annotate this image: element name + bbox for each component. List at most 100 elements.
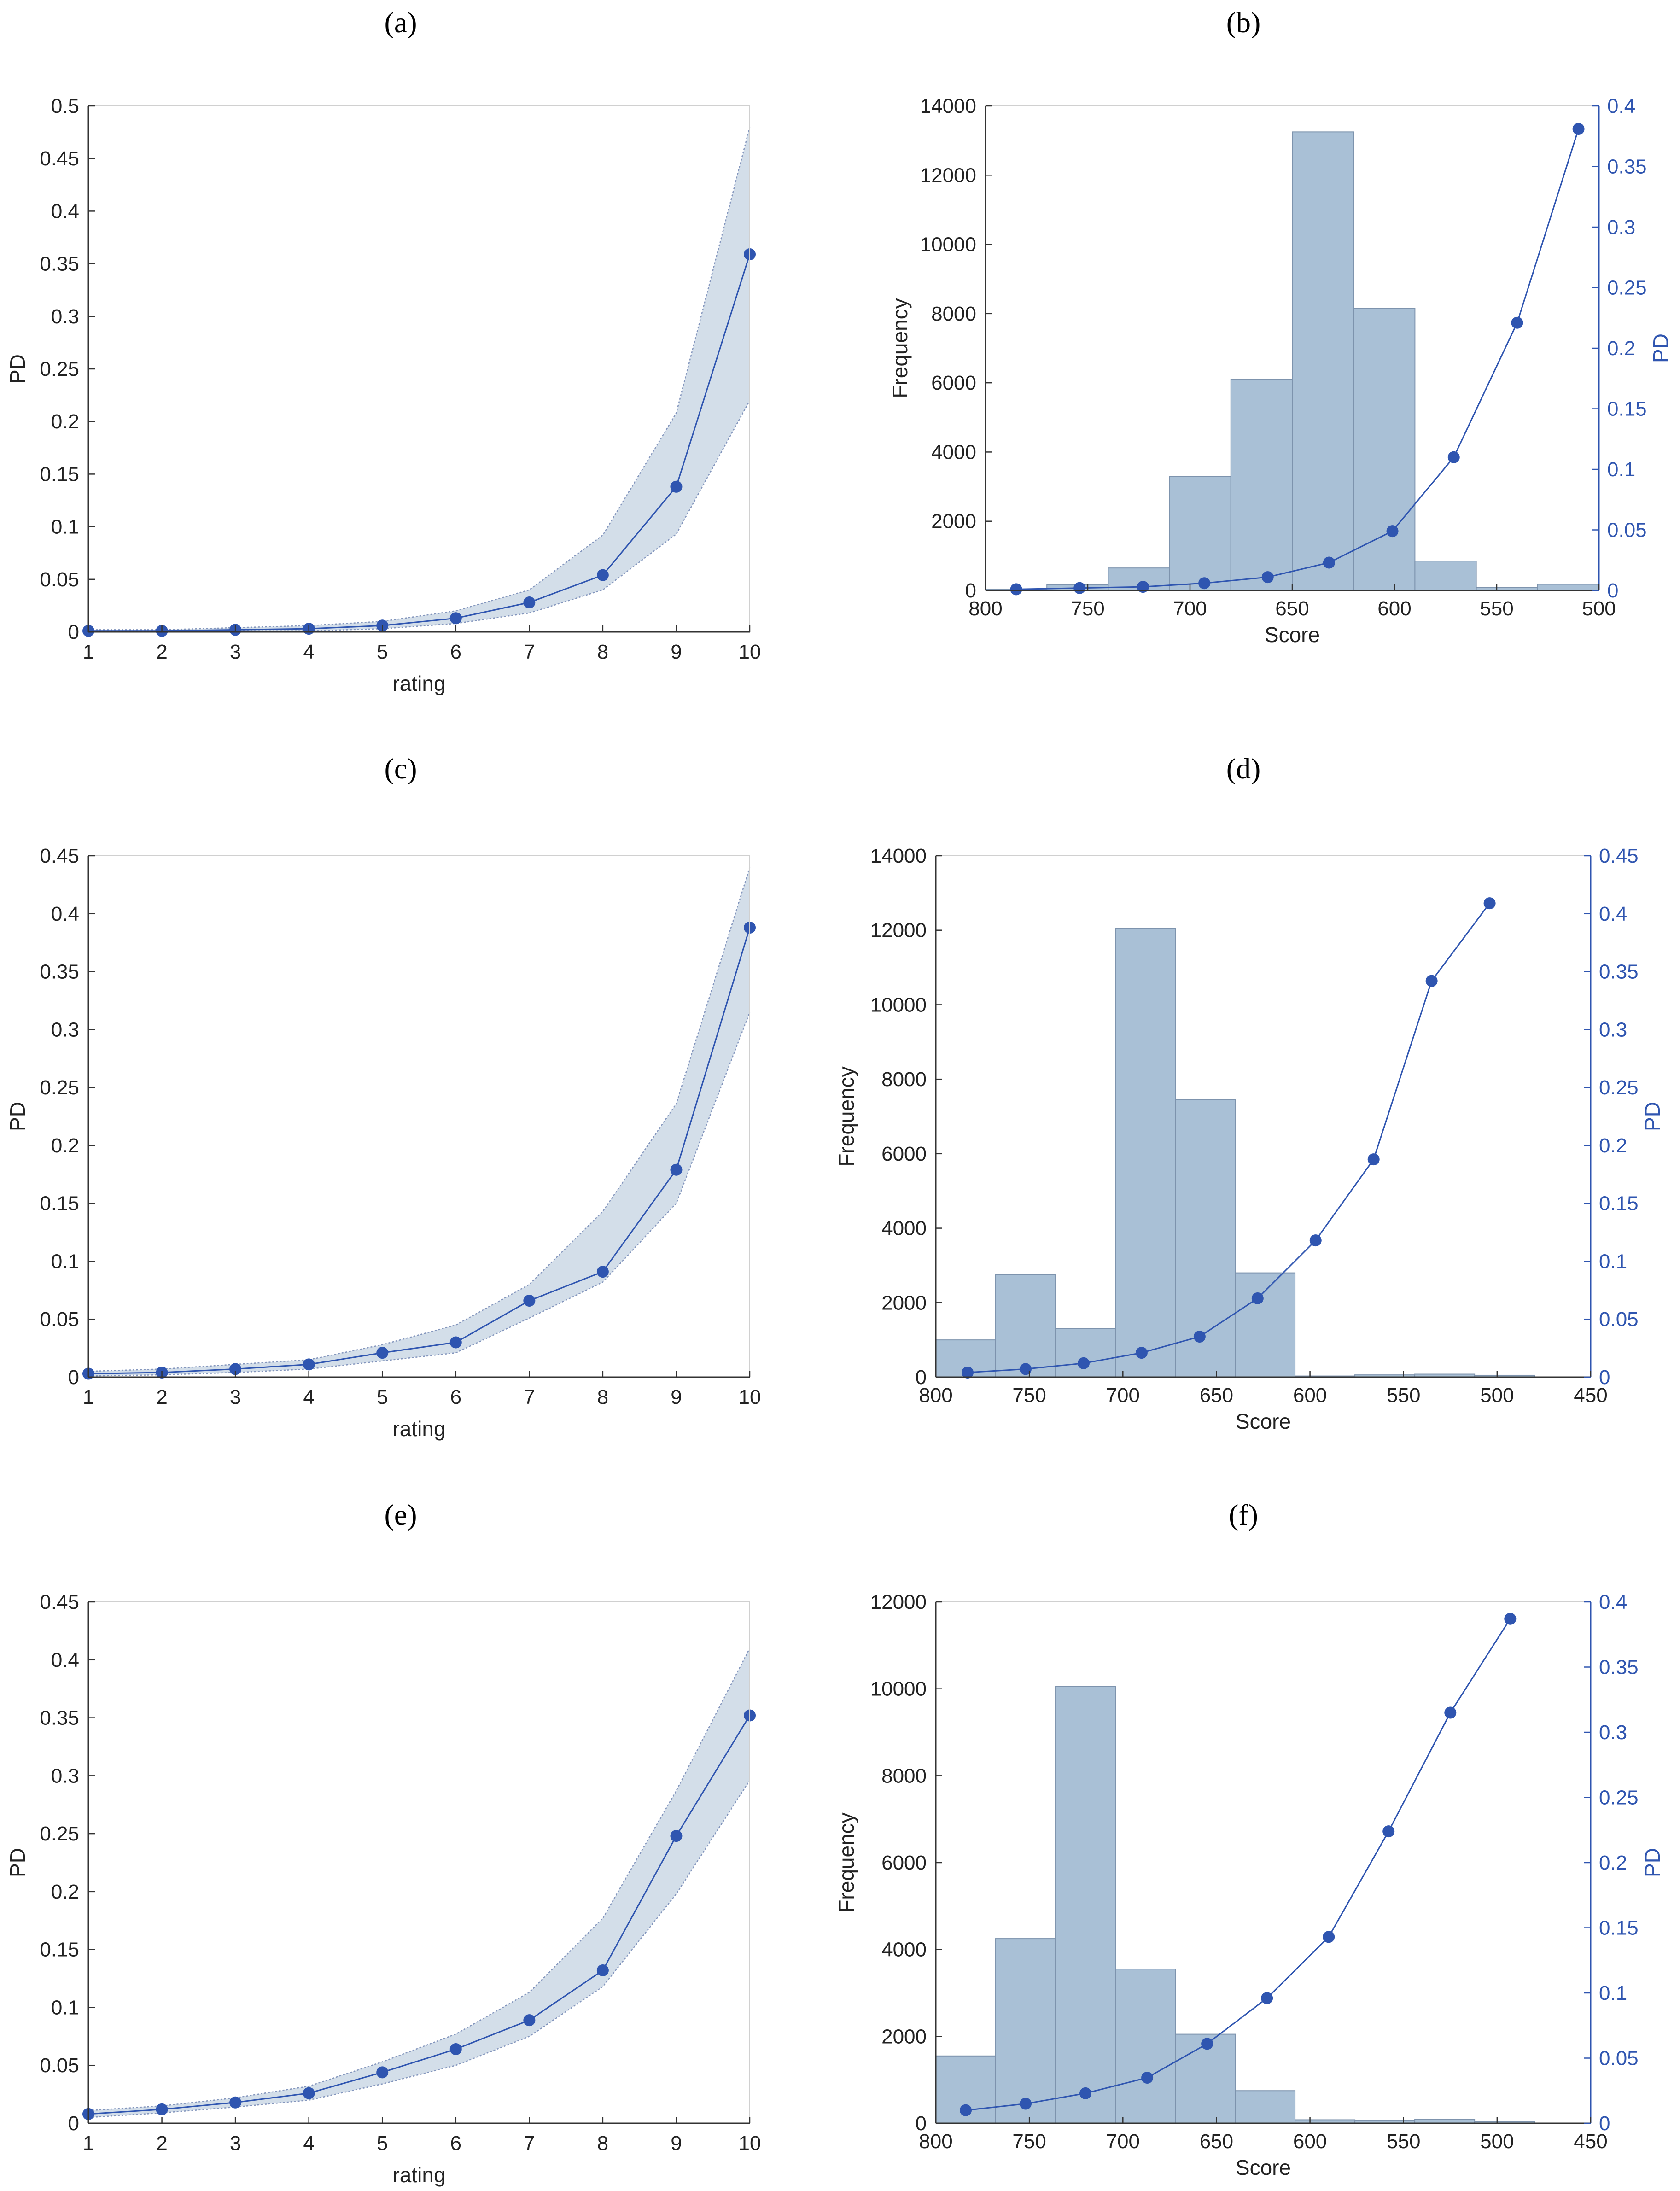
x-axis-label: rating bbox=[392, 1417, 445, 1441]
pd-point bbox=[449, 612, 462, 625]
y-tick-label: 6000 bbox=[881, 1852, 927, 1874]
band-upper-line bbox=[88, 867, 751, 1372]
y-tick-label: 0 bbox=[68, 2112, 79, 2135]
y-tick-label: 10000 bbox=[920, 234, 976, 256]
pd-point bbox=[523, 2014, 536, 2027]
y-tick-label: 2000 bbox=[931, 510, 976, 533]
y2-tick-label: 0.3 bbox=[1607, 216, 1635, 239]
y-tick-label: 4000 bbox=[881, 1939, 927, 1961]
x-tick-label: 8 bbox=[597, 1386, 608, 1408]
y2-tick-label: 0.25 bbox=[1599, 1076, 1639, 1099]
x-tick-label: 600 bbox=[1293, 1384, 1327, 1407]
y2-tick-label: 0.05 bbox=[1599, 1308, 1639, 1331]
y2-tick-label: 0.4 bbox=[1607, 95, 1635, 117]
panel-label: (f) bbox=[1229, 1498, 1258, 1531]
pd-point bbox=[376, 1347, 389, 1359]
x-tick-label: 650 bbox=[1200, 2130, 1233, 2153]
y-tick-label: 0.45 bbox=[40, 1591, 79, 1613]
panel-e: (e) 1 2 3 4 5 6 7 8 9 10 0 0.05 0.1 0.15 0.2 0.25 0.3 0.35… bbox=[6, 1498, 761, 2187]
y2-tick-label: 0.25 bbox=[1607, 277, 1647, 299]
pd-point bbox=[1309, 1234, 1322, 1247]
y-axis-label: PD bbox=[6, 1848, 29, 1877]
y-tick-label: 0.15 bbox=[40, 1192, 79, 1215]
x-tick-label: 10 bbox=[739, 1386, 761, 1408]
x-tick-label: 500 bbox=[1582, 597, 1616, 620]
y-tick-label: 0.35 bbox=[40, 961, 79, 983]
pd-point bbox=[596, 569, 609, 581]
y-tick-label: 14000 bbox=[920, 95, 976, 117]
pd-point bbox=[303, 2087, 315, 2099]
x-tick-label: 3 bbox=[230, 2132, 241, 2155]
y2-axis-label: PD bbox=[1649, 333, 1673, 363]
pd-line bbox=[88, 1715, 751, 2115]
pd-point bbox=[1201, 2038, 1213, 2050]
pd-point bbox=[1141, 2071, 1154, 2084]
x-tick-label: 2 bbox=[156, 1386, 167, 1408]
pd-point bbox=[1444, 1706, 1457, 1719]
y-tick-label: 0.1 bbox=[51, 1996, 79, 2019]
pd-point bbox=[1135, 1347, 1148, 1359]
y-tick-label: 12000 bbox=[870, 919, 927, 942]
x-tick-label: 6 bbox=[450, 1386, 461, 1408]
pd-point bbox=[1079, 2087, 1092, 2099]
pd-point bbox=[1483, 897, 1496, 910]
x-tick-label: 9 bbox=[671, 641, 682, 663]
x-tick-label: 1 bbox=[83, 1386, 94, 1408]
y2-tick-label: 0.25 bbox=[1599, 1787, 1639, 1809]
pd-point bbox=[229, 2096, 242, 2109]
y-tick-label: 0.45 bbox=[40, 147, 79, 170]
y-tick-label: 4000 bbox=[931, 441, 976, 463]
histogram-bar bbox=[1537, 584, 1600, 591]
pd-point bbox=[1323, 1931, 1335, 1943]
x-tick-label: 800 bbox=[919, 2130, 952, 2153]
pd-point bbox=[1073, 582, 1086, 594]
panel-label: (a) bbox=[384, 6, 417, 39]
pd-point bbox=[960, 2104, 972, 2116]
pd-point bbox=[1323, 556, 1335, 569]
y-tick-label: 0.25 bbox=[40, 1823, 79, 1845]
y-tick-label: 0.5 bbox=[51, 95, 79, 117]
y-tick-label: 0 bbox=[916, 2112, 927, 2135]
y-tick-label: 0 bbox=[965, 579, 976, 602]
panel-a: (a) 1 2 3 4 5 6 7 8 9 10 0 0.05 0.1 0.15 0.2 0.25 0.3 0.35… bbox=[6, 6, 761, 695]
x-tick-label: 450 bbox=[1574, 1384, 1607, 1407]
band-upper-line bbox=[88, 1648, 751, 2111]
pd-line bbox=[965, 1618, 1511, 2111]
y-tick-label: 0.05 bbox=[40, 1308, 79, 1331]
panel-label: (d) bbox=[1226, 752, 1261, 785]
pd-point bbox=[1261, 571, 1274, 584]
pd-point bbox=[523, 1294, 536, 1307]
y-tick-label: 10000 bbox=[870, 1678, 927, 1700]
panel-label: (b) bbox=[1226, 6, 1261, 39]
y2-tick-label: 0.2 bbox=[1607, 337, 1635, 360]
pd-line bbox=[88, 927, 751, 1374]
y-tick-label: 4000 bbox=[881, 1217, 927, 1240]
y2-tick-label: 0 bbox=[1607, 579, 1618, 602]
y-axis-label: Frequency bbox=[834, 1812, 858, 1912]
x-tick-label: 700 bbox=[1173, 597, 1207, 620]
pd-line bbox=[1016, 129, 1580, 590]
y-tick-label: 0.4 bbox=[51, 200, 79, 222]
histogram-bar bbox=[1414, 561, 1477, 591]
y2-tick-label: 0.3 bbox=[1599, 1721, 1627, 1744]
histogram-bar bbox=[1169, 476, 1231, 591]
histogram-bar bbox=[995, 1938, 1056, 2124]
x-tick-label: 800 bbox=[919, 1384, 952, 1407]
x-tick-label: 700 bbox=[1106, 1384, 1140, 1407]
pd-point bbox=[376, 2066, 389, 2079]
y-tick-label: 0.2 bbox=[51, 1134, 79, 1157]
x-tick-label: 650 bbox=[1200, 1384, 1233, 1407]
x-axis-label: rating bbox=[392, 2163, 445, 2187]
x-tick-label: 9 bbox=[671, 1386, 682, 1408]
y-tick-label: 0.25 bbox=[40, 1076, 79, 1099]
y-tick-label: 0.4 bbox=[51, 1649, 79, 1671]
x-tick-label: 10 bbox=[739, 2132, 761, 2155]
x-tick-label: 8 bbox=[597, 641, 608, 663]
x-tick-label: 550 bbox=[1480, 597, 1513, 620]
panel-d: (d)800 750 700 650 600 550 500 4500200040006000… bbox=[834, 752, 1664, 1433]
x-tick-label: 7 bbox=[524, 2132, 535, 2155]
histogram-bar bbox=[1055, 1686, 1116, 2124]
y-tick-label: 0.05 bbox=[40, 568, 79, 591]
y2-tick-label: 0.35 bbox=[1607, 156, 1647, 178]
x-tick-label: 4 bbox=[303, 1386, 314, 1408]
